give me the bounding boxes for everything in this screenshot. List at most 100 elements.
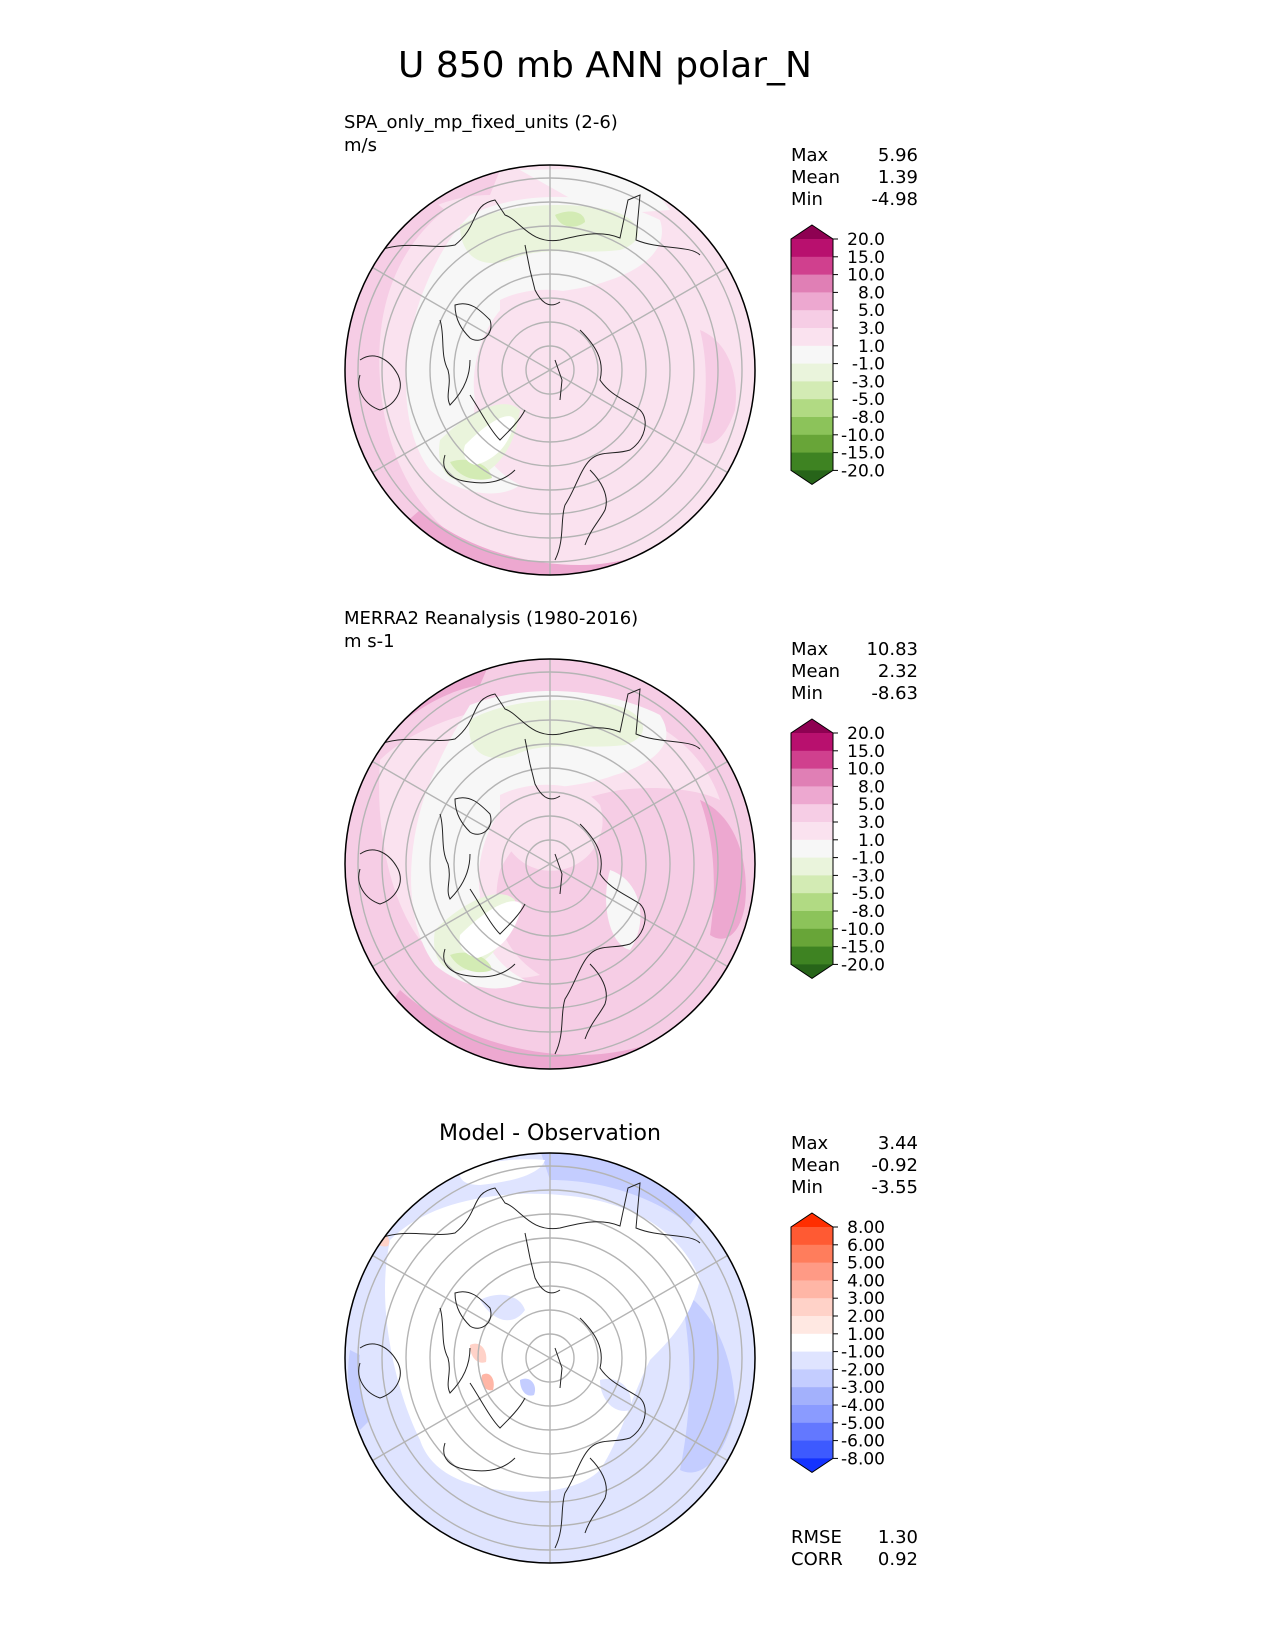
stat-label-mean: Mean [791, 661, 840, 682]
colorbar-segment [791, 1440, 833, 1459]
colorbar-tick-label: 3.0 [858, 319, 885, 339]
colorbar-segment [791, 733, 833, 752]
stat-value-min: -3.55 [871, 1177, 918, 1198]
wind-contour-neg-3-5 [555, 211, 585, 227]
colorbar-segment [791, 310, 833, 329]
colorbar-tick-label: 3.0 [858, 813, 885, 833]
colorbar-tick-label: -2.00 [841, 1360, 885, 1380]
colorbar-tick-label: -5.0 [852, 884, 885, 904]
colorbar-segment [791, 256, 833, 275]
colorbar-tick-label: -1.00 [841, 1343, 885, 1363]
colorbar-tick-label: -20.0 [841, 461, 885, 481]
colorbar-tick-label: -4.00 [841, 1396, 885, 1416]
panel-reference-units: m s-1 [344, 631, 395, 652]
panel-test-stats: Max 5.96 Mean 1.39 Min -4.98 [791, 145, 918, 210]
panel-test: SPA_only_mp_fixed_units (2-6) m/s [344, 112, 918, 576]
panel-test-units: m/s [344, 135, 377, 156]
figure-title: U 850 mb ANN polar_N [398, 45, 812, 86]
colorbar-segment [791, 786, 833, 805]
stat-value-max: 10.83 [866, 639, 918, 660]
coastlines [358, 194, 701, 561]
colorbar-segment [791, 363, 833, 382]
colorbar-tick-label: -8.0 [852, 408, 885, 428]
stat-label-min: Min [791, 1177, 823, 1198]
colorbar-tick-label: 20.0 [847, 724, 885, 744]
panel-difference-stats: Max 3.44 Mean -0.92 Min -3.55 [791, 1133, 918, 1198]
colorbar-segment [791, 1387, 833, 1406]
colorbar-tick-label: -5.00 [841, 1414, 885, 1434]
panel-reference: MERRA2 Reanalysis (1980-2016) m s-1 [344, 608, 918, 1070]
polar-map-reference [345, 659, 755, 1069]
wind-contour-8-10 [700, 330, 736, 444]
colorbar-tick-label: 2.00 [847, 1307, 885, 1327]
colorbar-tick-label: 6.00 [847, 1236, 885, 1256]
colorbar-segment [791, 239, 833, 258]
wind-contour-neg-3-5 [450, 952, 492, 973]
colorbar-segment [791, 893, 833, 912]
colorbar-segment [791, 1298, 833, 1317]
stat-value-min: -4.98 [871, 189, 918, 210]
colorbar-tick-label: 1.0 [858, 337, 885, 357]
stat-label-mean: Mean [791, 167, 840, 188]
stat-value-mean: 1.39 [878, 167, 918, 188]
colorbar-tick-label: -1.0 [852, 355, 885, 375]
colorbar-segment [791, 804, 833, 823]
colorbar-tick-label: 4.00 [847, 1271, 885, 1291]
colorbar-segment [791, 1227, 833, 1246]
diff-contour-pos-2-3 [481, 1373, 494, 1391]
colorbar-tick-label: -8.0 [852, 902, 885, 922]
colorbar-segment [791, 1422, 833, 1441]
stat-value-max: 5.96 [878, 145, 918, 166]
colorbar-tick-label: -3.0 [852, 372, 885, 392]
stat-value-min: -8.63 [871, 683, 918, 704]
colorbar-tick-label: -8.00 [841, 1449, 885, 1469]
colorbar-segment [791, 1458, 833, 1473]
colorbar-segment [791, 381, 833, 400]
colorbar-tick-label: -3.00 [841, 1378, 885, 1398]
colorbar-tick-label: 1.0 [858, 831, 885, 851]
colorbar-segment [791, 1213, 833, 1227]
panel-test-name: SPA_only_mp_fixed_units (2-6) [344, 112, 618, 133]
colorbar-tick-label: 5.00 [847, 1254, 885, 1274]
colorbar-segment [791, 1405, 833, 1424]
colorbar-segment [791, 452, 833, 471]
wind-contour-neg-1-3 [469, 700, 644, 759]
colorbar-segment [791, 417, 833, 436]
colorbar-test: 20.015.010.08.05.03.01.0-1.0-3.0-5.0-8.0… [790, 224, 885, 486]
panel-reference-name: MERRA2 Reanalysis (1980-2016) [344, 608, 638, 629]
colorbar-tick-label: 3.00 [847, 1289, 885, 1309]
wind-contour-minimum [459, 901, 522, 958]
stat-label-max: Max [791, 1133, 829, 1154]
stat-label-max: Max [791, 639, 829, 660]
stat-value-mean: 2.32 [878, 661, 918, 682]
coastlines [358, 688, 701, 1055]
wind-contour-positive-spot [520, 888, 539, 911]
colorbar-tick-label: 15.0 [847, 248, 885, 268]
diff-contour-neg-1-2 [600, 1379, 631, 1411]
colorbar-segment [791, 1280, 833, 1299]
colorbar-segment [791, 768, 833, 787]
colorbar-tick-label: 8.0 [858, 283, 885, 303]
colorbar-tick-label: -15.0 [841, 938, 885, 958]
wind-contour-5-8 [345, 190, 480, 575]
wind-contour-neg-3-5 [450, 459, 492, 480]
diff-contour-neg-1-2 [480, 1294, 525, 1321]
colorbar-tick-label: -10.0 [841, 426, 885, 446]
colorbar-segment [791, 1262, 833, 1281]
colorbar-tick-label: 10.0 [847, 760, 885, 780]
colorbar-segment [791, 964, 833, 979]
colorbar-tick-label: 8.00 [847, 1218, 885, 1238]
wind-contour-neg-1-3 [460, 205, 639, 264]
colorbar-segment [791, 1333, 833, 1352]
stat-label-mean: Mean [791, 1155, 840, 1176]
colorbar-segment [791, 911, 833, 930]
colorbar-segment [791, 434, 833, 453]
colorbar-segment [791, 875, 833, 894]
diff-contour-neg-2-3 [680, 1290, 735, 1473]
colorbar-segment [791, 1369, 833, 1388]
score-value-rmse: 1.30 [878, 1527, 918, 1548]
colorbar-tick-label: -5.0 [852, 390, 885, 410]
map-boundary [344, 1152, 756, 1564]
colorbar-segment [791, 839, 833, 858]
